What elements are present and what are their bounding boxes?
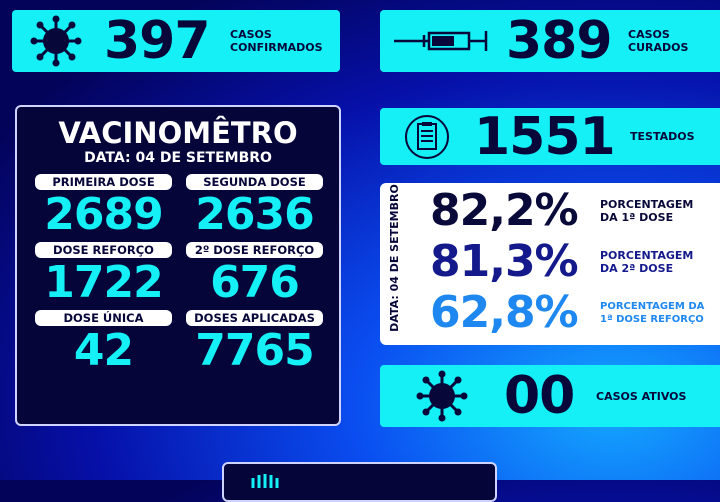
stat-value: 2689 <box>44 189 163 240</box>
stat-value: 1722 <box>44 257 163 308</box>
booster-percentage: 62,8% PORCENTAGEM DA 1ª DOSE REFORÇO <box>430 291 704 335</box>
active-cases-card: 00 CASOS ATIVOS <box>380 365 720 427</box>
cured-count: 389 <box>506 11 613 71</box>
stat-value: 7765 <box>195 325 314 376</box>
active-count: 00 <box>504 366 575 426</box>
booster-stat: DOSE REFORÇO 1722 <box>35 240 172 308</box>
stat-label: PRIMEIRA DOSE <box>35 174 172 190</box>
single-dose-stat: DOSE ÚNICA 42 <box>35 308 172 376</box>
percentage-label-2: DA 2ª DOSE <box>600 262 674 275</box>
virus-icon <box>416 370 468 422</box>
second-booster-stat: 2º DOSE REFORÇO 676 <box>186 240 323 308</box>
first-dose-stat: PRIMEIRA DOSE 2689 <box>35 172 172 240</box>
virus-icon <box>30 15 82 67</box>
doses-applied-stat: DOSES APLICADAS 7765 <box>186 308 323 376</box>
stat-label: DOSES APLICADAS <box>186 310 323 326</box>
vaccination-percentages-card: DATA: 04 DE SETEMBRO 82,2% PORCENTAGEM DA … <box>380 183 720 345</box>
confirmed-label-2: CONFIRMADOS <box>230 41 323 54</box>
percentage-value: 62,8% <box>430 287 579 338</box>
percentages-date: DATA: 04 DE SETEMBRO <box>388 184 401 332</box>
tested-label: TESTADOS <box>630 130 695 143</box>
tested-card: 1551 TESTADOS <box>380 108 720 165</box>
confirmed-cases-card: 397 CASOS CONFIRMADOS <box>12 10 340 72</box>
stat-label: DOSE ÚNICA <box>35 310 172 326</box>
stat-value: 2636 <box>195 189 314 240</box>
second-dose-stat: SEGUNDA DOSE 2636 <box>186 172 323 240</box>
stat-value: 42 <box>73 325 134 376</box>
cured-cases-card: 389 CASOS CURADOS <box>380 10 720 72</box>
confirmed-count: 397 <box>104 11 211 71</box>
stat-label: DOSE REFORÇO <box>35 242 172 258</box>
tested-count: 1551 <box>474 106 616 167</box>
percentage-value: 82,2% <box>430 185 579 236</box>
hands-icon <box>251 474 279 488</box>
first-dose-percentage: 82,2% PORCENTAGEM DA 1ª DOSE <box>430 189 693 233</box>
percentage-label-2: DA 1ª DOSE <box>600 211 674 224</box>
percentage-value: 81,3% <box>430 236 579 287</box>
vaccinometer-panel: VACINOMÊTRO DATA: 04 DE SETEMBRO PRIMEIR… <box>15 105 341 426</box>
stat-label: SEGUNDA DOSE <box>186 174 323 190</box>
percentage-label-1: PORCENTAGEM DA <box>600 301 705 312</box>
vaccinometer-title: VACINOMÊTRO <box>58 116 298 150</box>
percentage-label-1: PORCENTAGEM <box>600 249 694 262</box>
bottom-panel <box>222 462 497 502</box>
confirmed-label-1: CASOS <box>230 28 272 41</box>
percentage-label-1: PORCENTAGEM <box>600 198 694 211</box>
vaccinometer-date: DATA: 04 DE SETEMBRO <box>84 150 272 166</box>
cured-label-1: CASOS <box>628 28 670 41</box>
second-dose-percentage: 81,3% PORCENTAGEM DA 2ª DOSE <box>430 240 693 284</box>
syringe-icon <box>394 31 488 51</box>
stat-label: 2º DOSE REFORÇO <box>186 242 323 258</box>
active-label: CASOS ATIVOS <box>596 389 687 403</box>
cured-label-2: CURADOS <box>628 41 689 54</box>
clipboard-icon <box>405 114 449 159</box>
stat-value: 676 <box>210 257 300 308</box>
percentage-label-2: 1ª DOSE REFORÇO <box>600 314 704 325</box>
